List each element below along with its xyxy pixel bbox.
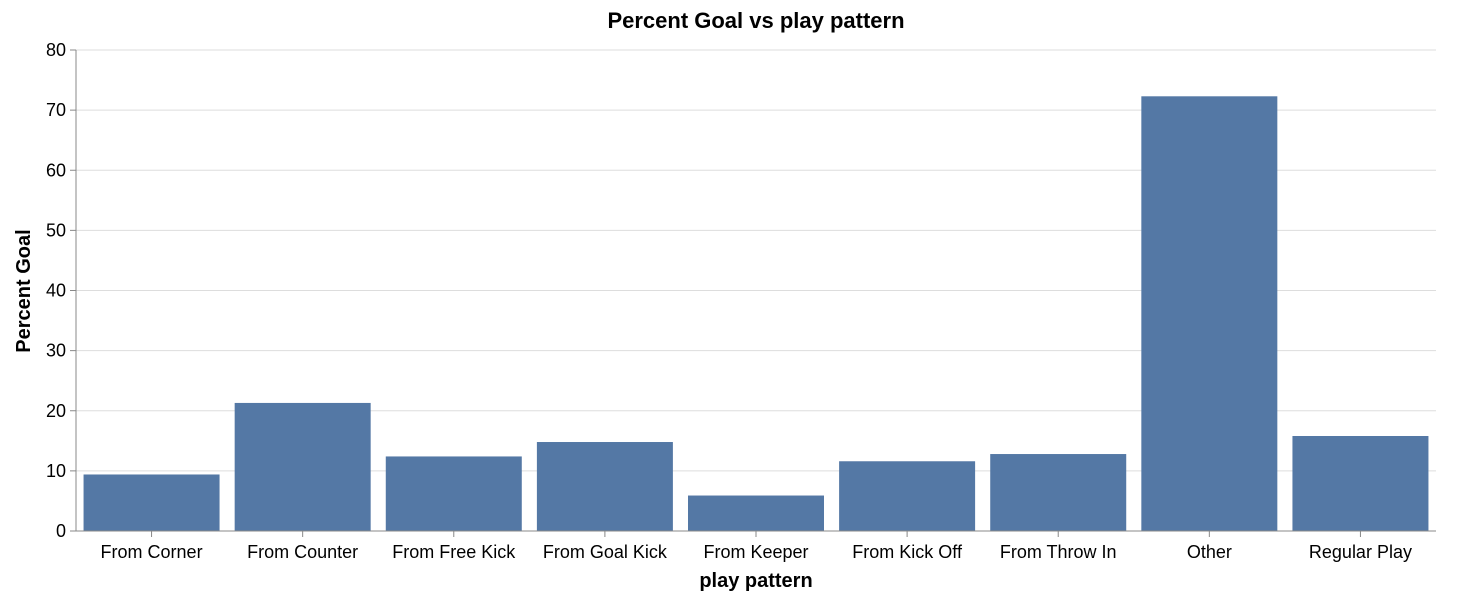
y-tick-label: 60 <box>46 160 66 180</box>
x-axis: From Corner From Counter From Free Kick Fro… <box>76 530 1436 562</box>
x-axis-title: play pattern <box>699 570 812 592</box>
bar-from-counter <box>234 402 371 531</box>
x-tick-label: From Keeper <box>703 542 808 562</box>
y-tick-label: 50 <box>46 220 66 240</box>
x-tick-label: Regular Play <box>1309 542 1412 562</box>
x-tick-label: From Goal Kick <box>543 542 668 562</box>
y-tick-label: 20 <box>46 401 66 421</box>
x-tick-label: Other <box>1187 542 1232 562</box>
y-tick-label: 0 <box>56 521 66 541</box>
y-axis-title: Percent Goal <box>13 229 35 352</box>
bar-from-keeper <box>688 495 824 531</box>
y-tick-label: 10 <box>46 461 66 481</box>
bar-other <box>1141 96 1278 531</box>
x-tick-label: From Throw In <box>1000 542 1117 562</box>
bars <box>83 96 1429 531</box>
chart-title: Percent Goal vs play pattern <box>607 8 904 33</box>
y-tick-label: 70 <box>46 100 66 120</box>
bar-from-kick-off <box>839 461 976 531</box>
y-tick-label: 30 <box>46 341 66 361</box>
bar-from-corner <box>83 474 220 531</box>
x-tick-label: From Kick Off <box>852 542 963 562</box>
x-tick-label: From Free Kick <box>392 542 516 562</box>
x-tick-label: From Corner <box>101 542 203 562</box>
y-axis: 0 10 20 30 40 50 60 70 80 <box>46 40 77 541</box>
bar-regular-play <box>1292 436 1429 531</box>
x-tick-label: From Counter <box>247 542 358 562</box>
y-tick-label: 80 <box>46 40 66 60</box>
bar-from-free-kick <box>385 456 522 531</box>
bar-from-goal-kick <box>536 442 673 531</box>
y-tick-label: 40 <box>46 281 66 301</box>
bar-from-throw-in <box>990 454 1127 531</box>
